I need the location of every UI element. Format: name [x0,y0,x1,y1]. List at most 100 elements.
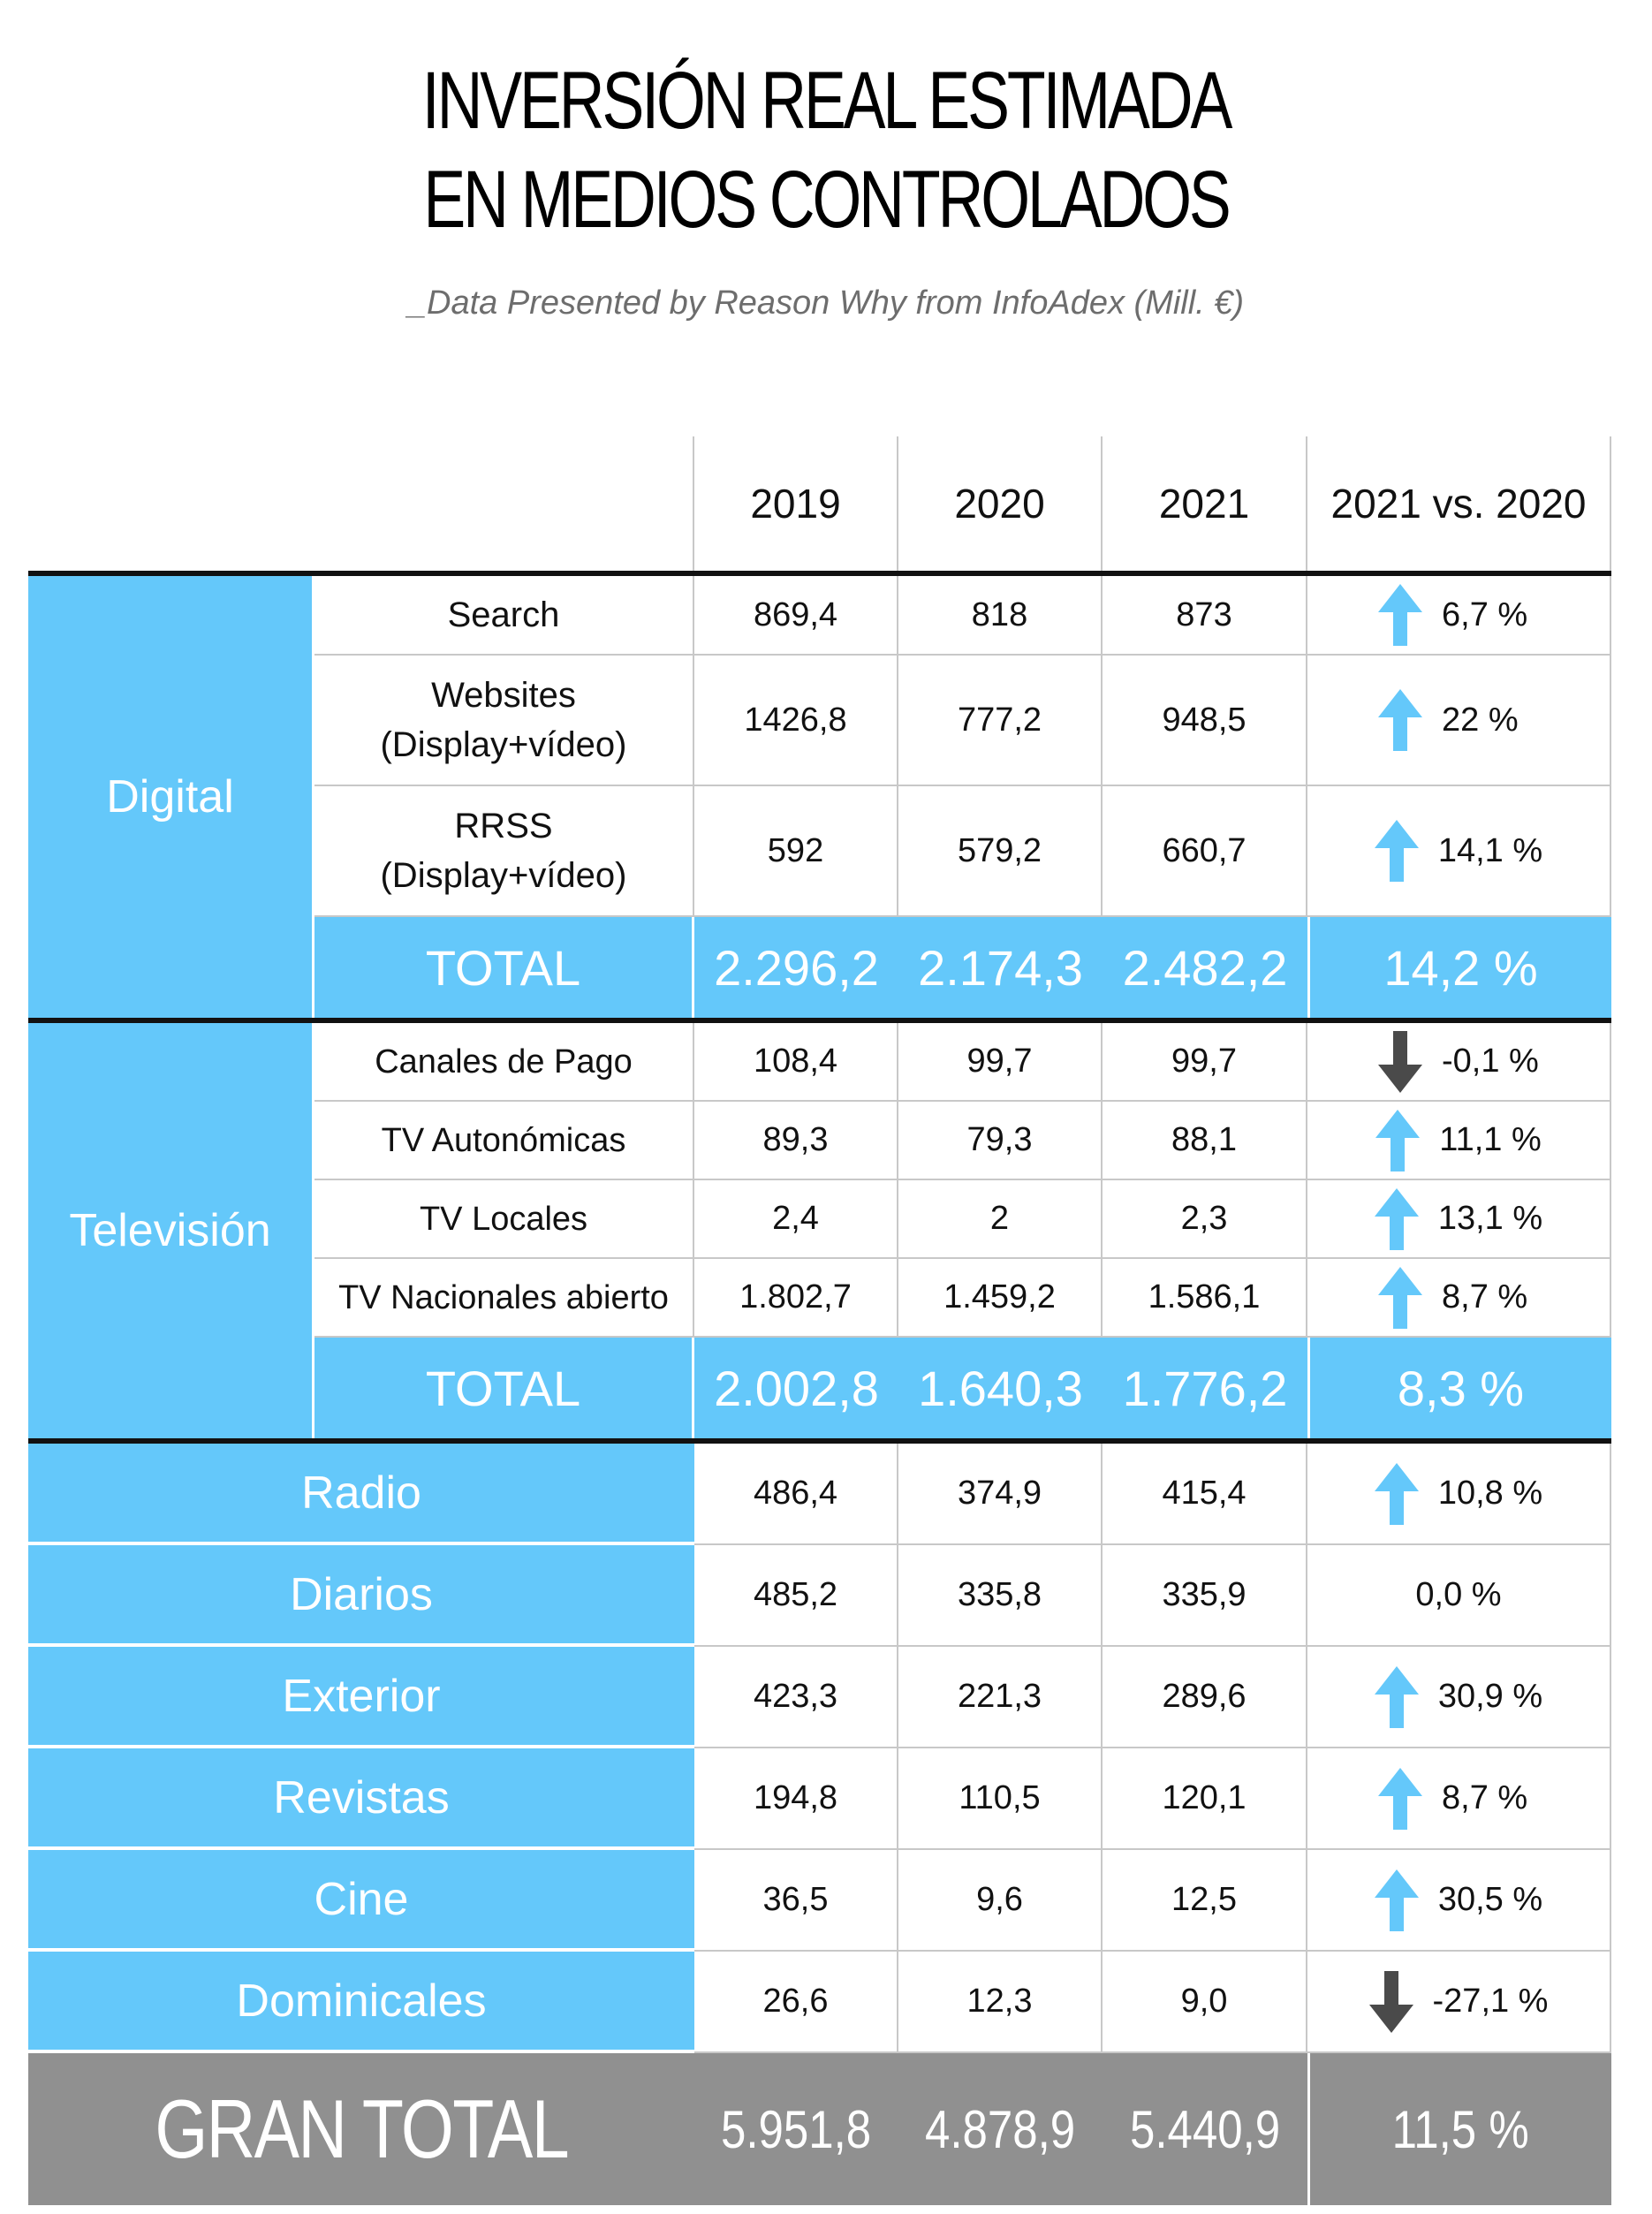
value-cell: 221,3 [898,1647,1103,1748]
grand-total-number: 4.878,9 [925,2099,1076,2159]
row-label: Websites (Display+vídeo) [314,656,694,786]
value-cell: 36,5 [694,1850,898,1952]
media-label: Diarios [28,1545,694,1647]
section-total-label: TOTAL [314,917,694,1018]
value-cell: 486,4 [694,1444,898,1545]
value-cell: 12,3 [898,1952,1103,2053]
grand-total-label: GRAN TOTAL [28,2053,694,2205]
arrow-up-icon [1378,1266,1422,1329]
section-total-value: 2.174,3 [898,917,1103,1018]
value-cell: 194,8 [694,1748,898,1850]
row-label-line: TV Nacionales abierto [338,1278,669,1316]
value-cell: 12,5 [1103,1850,1307,1952]
value-cell: 1.586,1 [1103,1259,1307,1338]
value-cell: 1426,8 [694,656,898,786]
arrow-up-icon [1378,1767,1422,1830]
value-cell: 99,7 [1103,1023,1307,1102]
value-cell: 873 [1103,576,1307,656]
arrow-up-icon [1374,1665,1419,1728]
row-label-line: RRSS [454,807,553,845]
value-cell: 948,5 [1103,656,1307,786]
value-cell: 9,6 [898,1850,1103,1952]
column-divider [1610,436,1611,571]
change-cell: 22 % [1307,656,1611,786]
media-label: Exterior [28,1647,694,1748]
row-label-line: Canales de Pago [375,1043,633,1080]
change-value: 14,1 % [1437,831,1543,869]
change-cell: 8,7 % [1307,1748,1611,1850]
grand-total-number: 5.440,9 [1129,2099,1281,2159]
section-divider [28,1018,1611,1023]
value-cell: 99,7 [898,1023,1103,1102]
row-label: Search [314,576,694,656]
value-cell: 26,6 [694,1952,898,2053]
value-cell: 579,2 [898,786,1103,917]
value-cell: 89,3 [694,1102,898,1180]
grand-total-change: 11,5 % [1307,2053,1611,2205]
change-value: 10,8 % [1437,1475,1543,1512]
column-divider [693,436,694,571]
media-label: Dominicales [28,1952,694,2053]
change-cell: -27,1 % [1307,1952,1611,2053]
value-cell: 485,2 [694,1545,898,1647]
column-header: 2021 [1103,436,1307,571]
value-cell: 289,6 [1103,1647,1307,1748]
page-title: INVERSIÓN REAL ESTIMADA EN MEDIOS CONTRO… [182,51,1471,249]
change-cell: 6,7 % [1307,576,1611,656]
value-cell: 9,0 [1103,1952,1307,2053]
change-cell: 11,1 % [1307,1102,1611,1180]
row-label: RRSS (Display+vídeo) [314,786,694,917]
value-cell: 2,4 [694,1180,898,1259]
row-label: TV Locales [314,1180,694,1259]
value-cell: 2,3 [1103,1180,1307,1259]
section-total-value: 1.640,3 [898,1338,1103,1438]
grand-total-value: 5.440,9 [1103,2053,1307,2205]
value-cell: 120,1 [1103,1748,1307,1850]
arrow-up-icon [1375,1109,1421,1171]
arrow-up-icon [1378,584,1422,646]
change-value: 8,7 % [1442,1779,1528,1816]
change-value: -27,1 % [1432,1983,1549,2020]
value-cell: 335,8 [898,1545,1103,1647]
row-label-line: TV Locales [419,1200,588,1238]
media-label: Radio [28,1444,694,1545]
value-cell: 110,5 [898,1748,1103,1850]
change-value: 11,1 % [1439,1121,1542,1158]
value-cell: 660,7 [1103,786,1307,917]
section-total-value: 2.296,2 [694,917,898,1018]
change-cell: 30,9 % [1307,1647,1611,1748]
row-label-line: (Display+vídeo) [380,856,627,895]
row-label-line: Search [447,595,560,634]
value-cell: 1.802,7 [694,1259,898,1338]
column-header: 2020 [898,436,1103,571]
grand-total-number: 5.951,8 [721,2099,872,2159]
arrow-down-icon [1368,1970,1413,2033]
value-cell: 2 [898,1180,1103,1259]
row-label: Canales de Pago [314,1023,694,1102]
arrow-up-icon [1374,1462,1419,1525]
change-cell: 8,7 % [1307,1259,1611,1338]
section-label: Digital [28,576,314,1018]
change-cell: 13,1 % [1307,1180,1611,1259]
investment-table: 2019 2020 2021 2021 vs. 2020 Digital Search 86… [28,436,1611,2205]
section-label: Televisión [28,1023,314,1438]
grand-total-value: 4.878,9 [898,2053,1103,2205]
change-cell: 30,5 % [1307,1850,1611,1952]
section-total-value: 2.002,8 [694,1338,898,1438]
value-cell: 88,1 [1103,1102,1307,1180]
arrow-up-icon [1374,1869,1419,1931]
row-label-line: TV Autonómicas [381,1121,626,1159]
column-header: 2021 vs. 2020 [1307,436,1611,571]
value-cell: 335,9 [1103,1545,1307,1647]
value-cell: 818 [898,576,1103,656]
value-cell: 108,4 [694,1023,898,1102]
section-total-change: 8,3 % [1307,1338,1611,1438]
change-cell: -0,1 % [1307,1023,1611,1102]
column-header: 2019 [694,436,898,571]
row-label-line: (Display+vídeo) [380,725,627,764]
change-cell: 0,0 % [1307,1545,1611,1647]
arrow-up-icon [1374,820,1419,882]
change-value: 30,9 % [1437,1678,1543,1715]
change-value: 13,1 % [1437,1200,1543,1237]
value-cell: 777,2 [898,656,1103,786]
